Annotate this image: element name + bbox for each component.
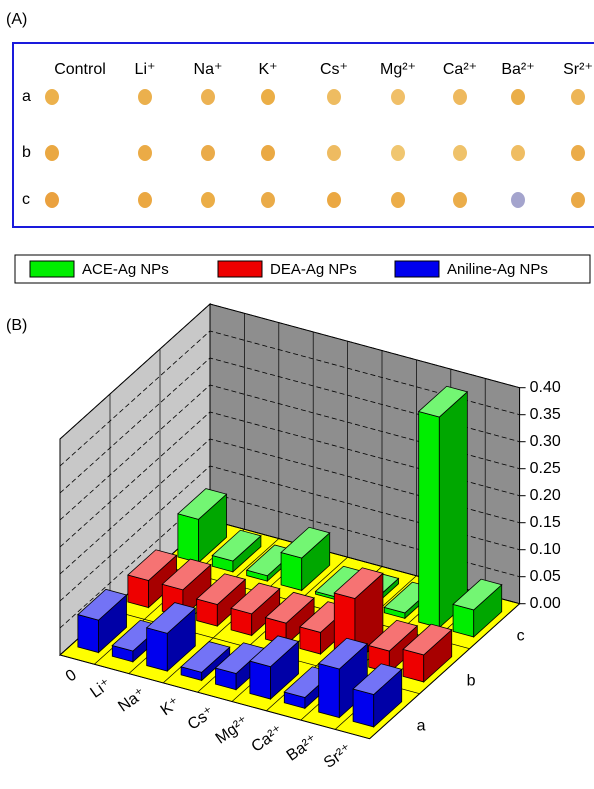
spot (201, 89, 215, 105)
z-tick-label: 0.00 (530, 595, 561, 612)
z-tick-label: 0.35 (530, 406, 561, 423)
bar-front (147, 628, 168, 671)
bar-front (419, 411, 440, 627)
column-label: Sr²⁺ (563, 61, 593, 78)
bar-front (78, 615, 99, 653)
spot (453, 145, 467, 161)
spot (201, 145, 215, 161)
z-tick-label: 0.20 (530, 487, 561, 504)
panel-a-label: (A) (6, 11, 27, 28)
spot (391, 89, 405, 105)
spot (511, 192, 525, 208)
row-label: c (517, 627, 525, 644)
spot (511, 145, 525, 161)
z-tick-label: 0.05 (530, 568, 561, 585)
column-label: K⁺ (258, 61, 277, 78)
spot (45, 192, 59, 208)
spot (453, 192, 467, 208)
column-label: Mg²⁺ (380, 61, 416, 78)
bar-side (439, 392, 467, 628)
z-tick-label: 0.30 (530, 433, 561, 450)
spot (391, 192, 405, 208)
row-label: a (417, 717, 426, 734)
x-tick-label: Na⁺ (115, 685, 148, 716)
z-tick-label: 0.40 (530, 379, 561, 396)
spot (138, 192, 152, 208)
z-tick-label: 0.25 (530, 460, 561, 477)
x-tick-label: Ca²⁺ (249, 722, 287, 756)
spot (201, 192, 215, 208)
spot (138, 145, 152, 161)
row-label: c (22, 191, 30, 208)
spot (453, 89, 467, 105)
x-tick-label: Sr²⁺ (321, 741, 355, 772)
x-tick-label: Cs⁺ (185, 704, 218, 734)
column-label: Li⁺ (135, 61, 156, 78)
spot (261, 192, 275, 208)
row-label: a (22, 88, 31, 105)
z-tick-label: 0.15 (530, 514, 561, 531)
x-tick-label: K⁺ (158, 694, 183, 719)
spot (327, 145, 341, 161)
legend-swatch (218, 261, 262, 277)
figure: (A) (B) ControlLi⁺Na⁺K⁺Cs⁺Mg²⁺Ca²⁺Ba²⁺Sr… (0, 0, 594, 789)
legend-label: ACE-Ag NPs (82, 261, 169, 278)
x-tick-label: Li⁺ (87, 676, 114, 702)
spot (327, 89, 341, 105)
x-tick-label: Mg²⁺ (213, 713, 252, 748)
legend-label: DEA-Ag NPs (270, 261, 357, 278)
spot (511, 89, 525, 105)
panel-b-label: (B) (6, 317, 27, 334)
row-label: b (22, 144, 31, 161)
bar-front (250, 661, 271, 699)
legend-swatch (395, 261, 439, 277)
spot (138, 89, 152, 105)
column-label: Cs⁺ (320, 61, 348, 78)
spot (571, 192, 585, 208)
bar-front (319, 663, 340, 717)
legend-label: Aniline-Ag NPs (447, 261, 548, 278)
spot (327, 192, 341, 208)
legend-swatch (30, 261, 74, 277)
spot (261, 145, 275, 161)
spot (261, 89, 275, 105)
bar (419, 386, 468, 627)
bar-front (353, 689, 374, 727)
row-label: b (467, 672, 476, 689)
z-tick-label: 0.10 (530, 541, 561, 558)
spot (391, 145, 405, 161)
spot (571, 89, 585, 105)
x-tick-label: 0 (63, 666, 80, 685)
column-label: Na⁺ (194, 61, 223, 78)
column-label: Control (54, 61, 106, 78)
spot (45, 145, 59, 161)
bar-front (281, 552, 302, 590)
page: (A) (B) ControlLi⁺Na⁺K⁺Cs⁺Mg²⁺Ca²⁺Ba²⁺Sr… (0, 0, 594, 789)
spot (45, 89, 59, 105)
column-label: Ba²⁺ (501, 61, 534, 78)
spot (571, 145, 585, 161)
bar-front (178, 514, 199, 563)
x-tick-label: Ba²⁺ (284, 732, 321, 765)
column-label: Ca²⁺ (443, 61, 477, 78)
